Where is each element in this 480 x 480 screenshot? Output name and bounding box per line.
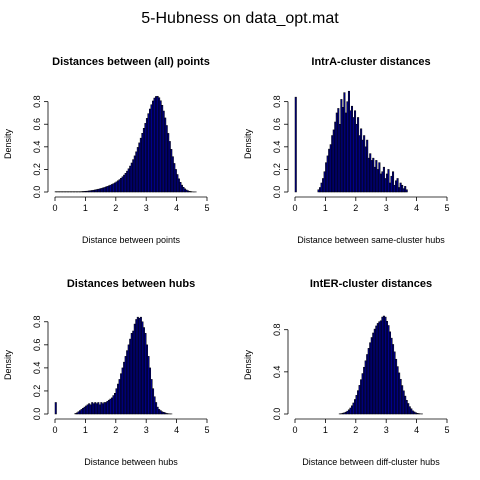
y-tick-label: 0.6	[32, 118, 42, 131]
x-tick-label: 5	[204, 203, 209, 213]
x-tick-label: 0	[52, 425, 57, 435]
y-axis-label: Density	[243, 128, 253, 159]
x-tick-label: 2	[113, 425, 118, 435]
panel-title: IntrA-cluster distances	[311, 56, 430, 68]
histogram-bar	[404, 186, 407, 193]
bars-group	[294, 90, 408, 193]
x-axis-label: Distance between points	[82, 235, 181, 245]
x-tick-label: 1	[83, 425, 88, 435]
x-tick-label: 0	[292, 425, 297, 435]
y-tick-label: 0.6	[32, 339, 42, 352]
panels-container: Distances between (all) points 0 1 2 3 4 5 0.0 0…	[3, 56, 450, 467]
y-tick-label: 0.4	[32, 362, 42, 375]
x-tick-label: 2	[353, 425, 358, 435]
x-tick-label: 4	[174, 425, 179, 435]
histogram-bar	[405, 189, 408, 193]
y-tick-label: 0.2	[272, 163, 282, 176]
histogram-bar	[294, 96, 297, 193]
y-tick-label: 0.2	[32, 163, 42, 176]
x-tick-label: 0	[52, 203, 57, 213]
panel-title: Distances between (all) points	[52, 56, 210, 68]
bars-group	[54, 316, 173, 415]
x-tick-label: 4	[414, 203, 419, 213]
x-tick-label: 5	[444, 203, 449, 213]
y-tick-label: 0.8	[272, 95, 282, 108]
x-tick-label: 3	[384, 203, 389, 213]
x-tick-label: 4	[174, 203, 179, 213]
y-tick-label: 0.6	[272, 118, 282, 131]
y-tick-label: 0.8	[32, 316, 42, 329]
x-tick-label: 1	[323, 203, 328, 213]
y-tick-label: 0.8	[272, 323, 282, 336]
bars-group	[338, 315, 423, 415]
x-axis-label: Distance between diff-cluster hubs	[302, 457, 440, 467]
y-tick-label: 0.0	[272, 408, 282, 421]
x-tick-label: 5	[204, 425, 209, 435]
y-tick-label: 0.4	[272, 366, 282, 379]
x-axis-label: Distance between same-cluster hubs	[297, 235, 445, 245]
x-tick-label: 0	[292, 203, 297, 213]
y-axis-label: Density	[3, 349, 13, 380]
histogram-bar	[392, 171, 395, 193]
y-tick-label: 0.2	[32, 385, 42, 398]
x-tick-label: 2	[353, 203, 358, 213]
histogram-bar	[54, 402, 57, 415]
bars-group	[54, 95, 197, 193]
y-tick-label: 0.0	[272, 186, 282, 199]
x-tick-label: 3	[144, 203, 149, 213]
y-tick-label: 0.4	[272, 141, 282, 154]
y-tick-label: 0.0	[32, 408, 42, 421]
y-tick-label: 0.0	[32, 186, 42, 199]
x-tick-label: 3	[384, 425, 389, 435]
x-axis-label: Distance between hubs	[84, 457, 178, 467]
y-tick-label: 0.8	[32, 95, 42, 108]
x-tick-label: 1	[83, 203, 88, 213]
x-tick-label: 2	[113, 203, 118, 213]
histogram-bar	[387, 169, 390, 193]
x-tick-label: 1	[323, 425, 328, 435]
panel-2: IntrA-cluster distances 0 1 2 3 4 5 0.0 0.2 0.4 0.…	[243, 56, 450, 245]
y-tick-label: 0.4	[32, 141, 42, 154]
panel-title: Distances between hubs	[67, 278, 195, 290]
x-tick-label: 4	[414, 425, 419, 435]
x-tick-label: 5	[444, 425, 449, 435]
x-tick-label: 3	[144, 425, 149, 435]
y-axis-label: Density	[243, 349, 253, 380]
histogram-bar	[396, 178, 399, 193]
panel-3: Distances between hubs 0 1 2 3 4 5 0.0 0.2 0.4 0.6…	[3, 278, 210, 467]
main-title: 5-Hubness on data_opt.mat	[141, 10, 339, 27]
y-axis-label: Density	[3, 128, 13, 159]
panel-4: IntER-cluster distances 0 1 2 3 4 5 0.0 0.4 0.8 Di…	[243, 278, 450, 467]
panel-1: Distances between (all) points 0 1 2 3 4 5 0.0 0…	[3, 56, 210, 245]
panel-title: IntER-cluster distances	[310, 278, 432, 290]
